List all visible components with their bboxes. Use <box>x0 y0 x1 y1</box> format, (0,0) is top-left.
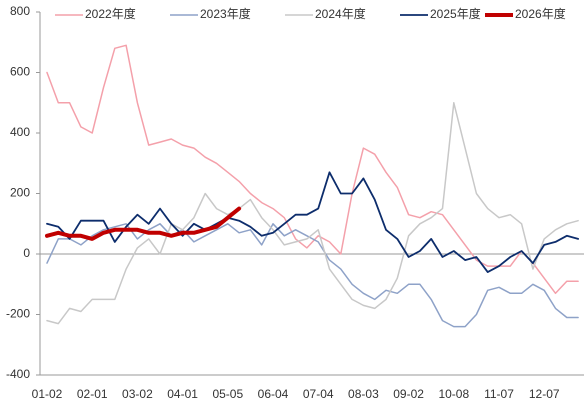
y-tick-label: 200 <box>10 186 30 200</box>
legend-label: 2026年度 <box>515 6 566 21</box>
legend-label: 2022年度 <box>85 6 136 21</box>
legend-label: 2023年度 <box>200 6 251 21</box>
x-tick-label: 10-08 <box>438 387 469 401</box>
y-tick-label: 800 <box>10 4 30 18</box>
legend-label: 2024年度 <box>315 6 366 21</box>
y-tick-label: 0 <box>23 246 30 260</box>
x-tick-label: 03-02 <box>122 387 153 401</box>
x-tick-label: 02-01 <box>77 387 108 401</box>
legend-label: 2025年度 <box>430 6 481 21</box>
y-tick-label: 600 <box>10 65 30 79</box>
y-tick-label: 400 <box>10 125 30 139</box>
x-tick-label: 07-04 <box>303 387 334 401</box>
series-line <box>46 223 579 328</box>
series-line <box>46 171 579 273</box>
x-tick-label: 01-02 <box>32 387 63 401</box>
x-tick-label: 11-07 <box>484 387 514 401</box>
x-tick-label: 08-03 <box>348 387 379 401</box>
series-line <box>45 206 242 241</box>
x-tick-label: 04-01 <box>167 387 198 401</box>
series-line <box>46 102 579 325</box>
series-line <box>46 44 579 295</box>
x-tick-label: 09-02 <box>393 387 424 401</box>
x-tick-label: 12-07 <box>529 387 560 401</box>
y-tick-label: -400 <box>6 367 30 381</box>
x-tick-label: 05-05 <box>212 387 243 401</box>
x-tick-label: 06-04 <box>258 387 289 401</box>
y-tick-label: -200 <box>6 307 30 321</box>
